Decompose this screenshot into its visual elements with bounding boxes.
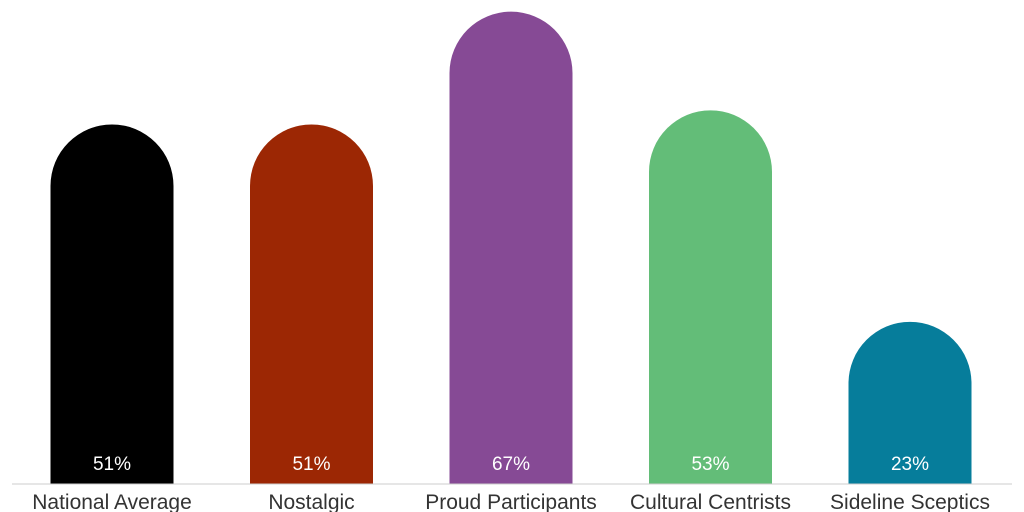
value-label-proud-participants: 67% — [492, 454, 530, 475]
labels-layer: 51% National Average 51% Nostalgic 67% Proud … — [32, 454, 990, 512]
value-label-cultural-centrists: 53% — [691, 454, 729, 475]
value-label-national-average: 51% — [93, 454, 131, 475]
category-label-national-average: National Average — [32, 491, 192, 512]
bar-cultural-centrists — [649, 110, 772, 484]
bar-nostalgic — [250, 124, 373, 484]
value-label-nostalgic: 51% — [292, 454, 330, 475]
bars-layer — [50, 11, 972, 485]
bar-proud-participants — [449, 11, 573, 485]
category-label-cultural-centrists: Cultural Centrists — [630, 491, 791, 512]
value-label-sideline-sceptics: 23% — [891, 454, 929, 475]
bar-national-average — [50, 124, 174, 484]
category-label-proud-participants: Proud Participants — [425, 491, 597, 512]
bar-sideline-sceptics — [848, 321, 972, 484]
category-label-nostalgic: Nostalgic — [268, 491, 354, 512]
category-label-sideline-sceptics: Sideline Sceptics — [830, 491, 990, 512]
